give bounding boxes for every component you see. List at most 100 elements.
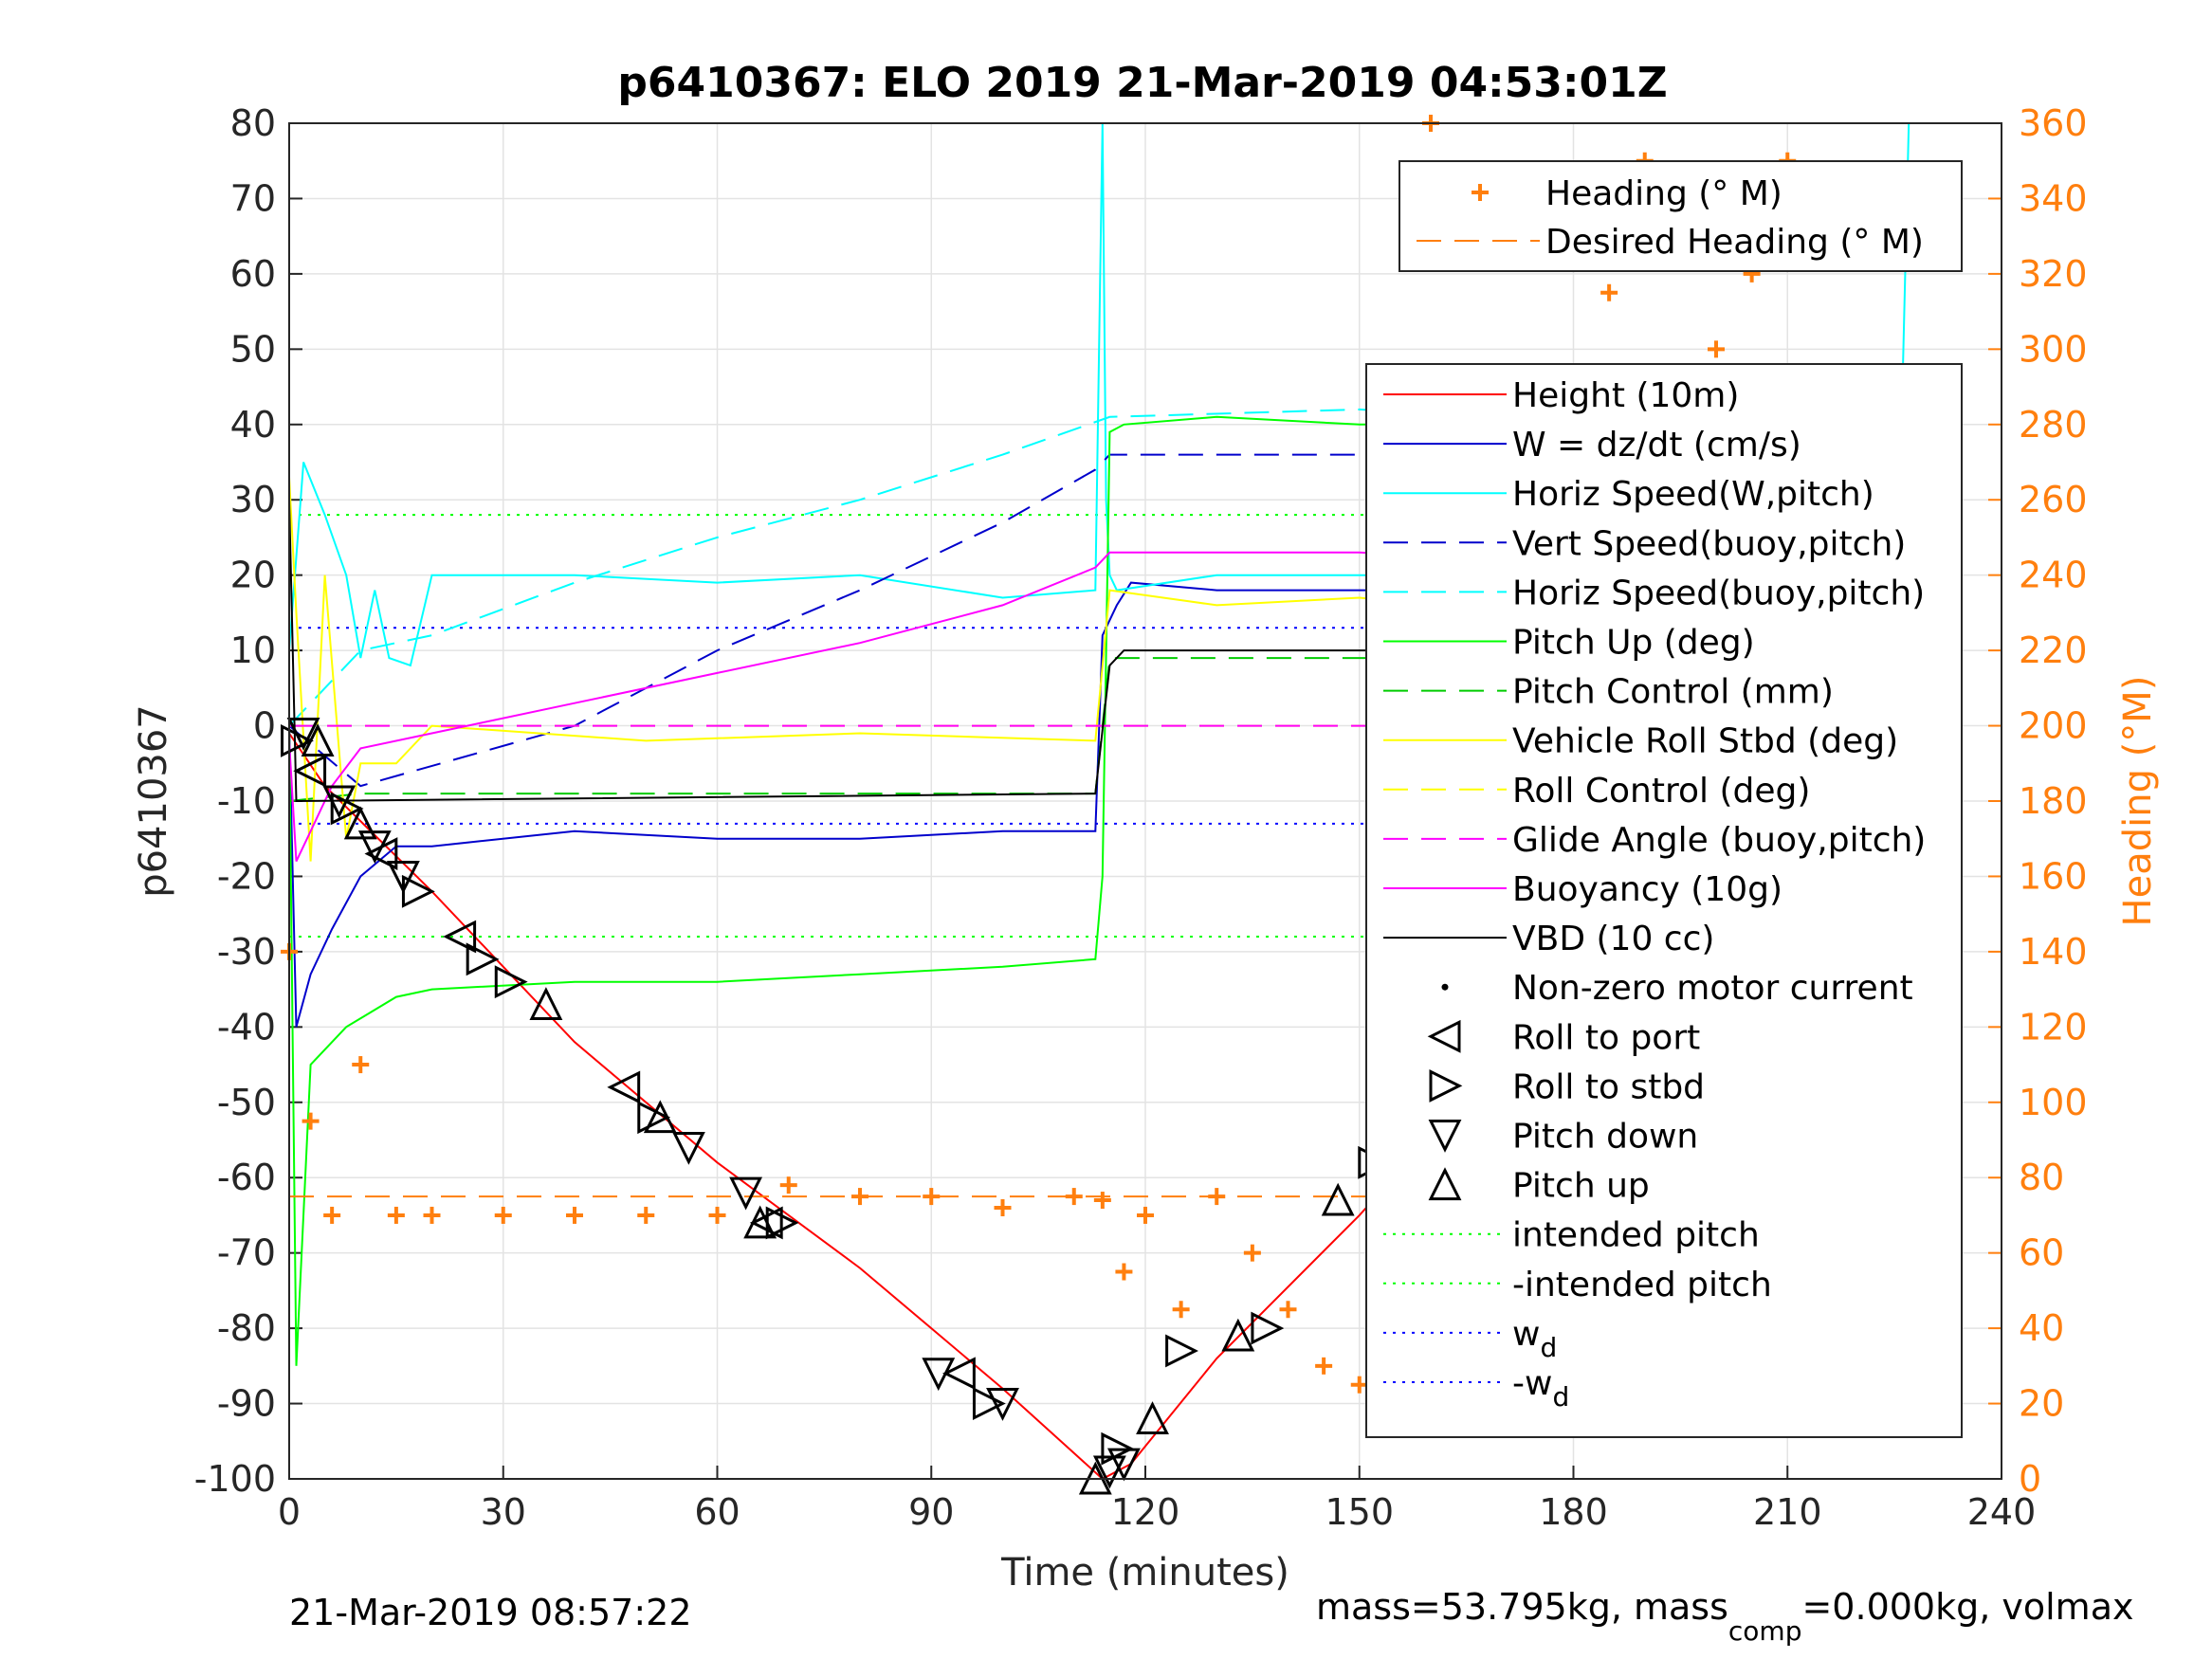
y-right-tick-label: 0 <box>2019 1458 2041 1500</box>
pitch-down-marker <box>922 1358 956 1392</box>
y-axis-label-left: p6410367 <box>132 704 175 898</box>
legend-label: Height (10m) <box>1512 376 1739 415</box>
y-axis-label-right: Heading (°M) <box>2116 676 2160 927</box>
x-tick-label: 120 <box>1111 1491 1180 1533</box>
heading-plus-marker <box>566 1206 583 1224</box>
footer-timestamp: 21-Mar-2019 08:57:22 <box>289 1592 692 1633</box>
legend-label: Pitch Control (mm) <box>1512 673 1834 712</box>
pitch-up-marker <box>1321 1182 1355 1216</box>
legend-label: -wd <box>1512 1364 1569 1413</box>
pitch-down-marker <box>671 1131 705 1165</box>
legend-label: Roll to port <box>1512 1018 1700 1057</box>
legend-label: W = dz/dt (cm/s) <box>1512 426 1801 465</box>
pitch-up-marker <box>301 723 335 757</box>
legend-label-main: w <box>1512 1315 1540 1354</box>
y-left-tick-label: 60 <box>230 253 276 295</box>
legend-label: Roll Control (deg) <box>1512 772 1810 811</box>
x-tick-label: 210 <box>1753 1491 1822 1533</box>
y-right-tick-label: 240 <box>2019 555 2088 596</box>
legend-label: Pitch up <box>1512 1167 1650 1206</box>
pitch-down-marker <box>1106 1448 1141 1482</box>
x-tick-label: 150 <box>1325 1491 1394 1533</box>
legend-label: Pitch down <box>1512 1118 1698 1157</box>
y-right-tick-label: 340 <box>2019 177 2088 219</box>
y-left-tick-label: 30 <box>230 479 276 520</box>
pitch-up-marker <box>343 806 377 840</box>
heading-plus-marker <box>1708 340 1725 358</box>
series-vert-speed-buoy-pitch <box>288 453 1910 788</box>
heading-legend-label: Heading (° M) <box>1545 174 1782 213</box>
legend-sample-marker <box>1429 1068 1463 1103</box>
heading-plus-marker <box>1315 1357 1333 1375</box>
heading-plus-marker <box>1093 1192 1111 1210</box>
y-right-tick-label: 320 <box>2019 253 2088 295</box>
x-tick-label: 60 <box>694 1491 740 1533</box>
legend-label: Roll to stbd <box>1512 1067 1705 1106</box>
legend-label-subscript: d <box>1540 1332 1557 1363</box>
pitch-up-marker <box>1136 1401 1169 1434</box>
y-left-tick-label: -30 <box>217 931 276 973</box>
legend-sample-marker <box>1428 1120 1462 1153</box>
y-left-tick-label: 80 <box>230 102 276 144</box>
pitch-up-marker <box>643 1100 677 1134</box>
plot-frame <box>288 122 2002 1480</box>
y-left-tick-label: 0 <box>253 705 276 747</box>
y-right-tick-label: 20 <box>2019 1383 2064 1425</box>
roll-to-port-marker <box>293 754 327 788</box>
heading-plus-marker <box>708 1206 726 1224</box>
x-tick-labels: 0 30 60 90 120 150 180 210 240 <box>278 1491 2036 1533</box>
x-tick-label: 30 <box>481 1491 526 1533</box>
heading-plus-marker <box>994 1199 1012 1216</box>
pitch-down-marker <box>386 860 420 894</box>
heading-plus-marker <box>1600 283 1618 301</box>
heading-legend-sample-plus <box>1472 184 1489 201</box>
legend-label: Vert Speed(buoy,pitch) <box>1512 524 1906 563</box>
y-right-tick-label: 180 <box>2019 780 2088 822</box>
y-right-tick-label: 200 <box>2019 705 2088 747</box>
legend-label: intended pitch <box>1512 1216 1760 1255</box>
y-right-tick-label: 40 <box>2019 1307 2064 1349</box>
y-left-tick-label: -20 <box>217 855 276 897</box>
legend-label: Non-zero motor current <box>1512 969 1913 1008</box>
heading-plus-marker <box>637 1206 655 1224</box>
heading-legend: Heading (° M) Desired Heading (° M) <box>1398 160 1963 272</box>
legend-sample-dot <box>1441 983 1449 991</box>
legend-label: Horiz Speed(buoy,pitch) <box>1512 574 1925 612</box>
heading-plus-marker <box>779 1176 797 1194</box>
x-tick-label: 180 <box>1539 1491 1608 1533</box>
pitch-down-marker <box>729 1176 763 1211</box>
chart-title: p6410367: ELO 2019 21-Mar-2019 04:53:01Z <box>617 59 1667 107</box>
y-left-tick-labels: 80 70 60 50 40 30 20 10 0 -10 -20 -30 -40 -50 -60 -70 -8… <box>194 102 276 1500</box>
heading-plus-marker <box>352 1056 370 1074</box>
footer-mass: mass=53.795kg, masscomp=0.000kg, volmax <box>1316 1586 2133 1647</box>
y-left-tick-label: -60 <box>217 1157 276 1198</box>
x-tick-label: 0 <box>278 1491 301 1533</box>
heading-plus-marker <box>1279 1301 1297 1319</box>
roll-to-stbd-marker <box>466 942 500 976</box>
y-left-tick-label: -100 <box>194 1458 276 1500</box>
heading-legend-entries: Heading (° M) Desired Heading (° M) <box>1417 174 1924 262</box>
y-left-tick-label: 70 <box>230 177 276 219</box>
legend-label: wd <box>1512 1315 1557 1363</box>
pitch-up-marker <box>743 1205 777 1239</box>
heading-plus-marker <box>1243 1244 1261 1262</box>
y-right-tick-label: 260 <box>2019 479 2088 520</box>
heading-plus-marker <box>423 1206 441 1224</box>
roll-to-port-marker <box>443 920 477 954</box>
y-left-tick-label: 10 <box>230 629 276 671</box>
roll-to-stbd-marker <box>1251 1311 1285 1345</box>
y-right-tick-label: 100 <box>2019 1082 2088 1123</box>
roll-to-stbd-marker <box>637 1101 671 1135</box>
heading-plus-marker <box>1172 1301 1190 1319</box>
y-left-tick-label: 50 <box>230 328 276 370</box>
heading-plus-marker <box>387 1206 405 1224</box>
pitch-down-marker <box>322 785 356 819</box>
legend-label-subscript: d <box>1552 1381 1569 1413</box>
x-tick-label: 90 <box>908 1491 954 1533</box>
y-left-tick-label: -90 <box>217 1383 276 1425</box>
heading-plus-marker <box>302 1112 320 1130</box>
x-axis-label: Time (minutes) <box>1000 1551 1289 1595</box>
heading-plus-marker <box>1137 1206 1154 1224</box>
legend-label: VBD (10 cc) <box>1512 920 1714 958</box>
